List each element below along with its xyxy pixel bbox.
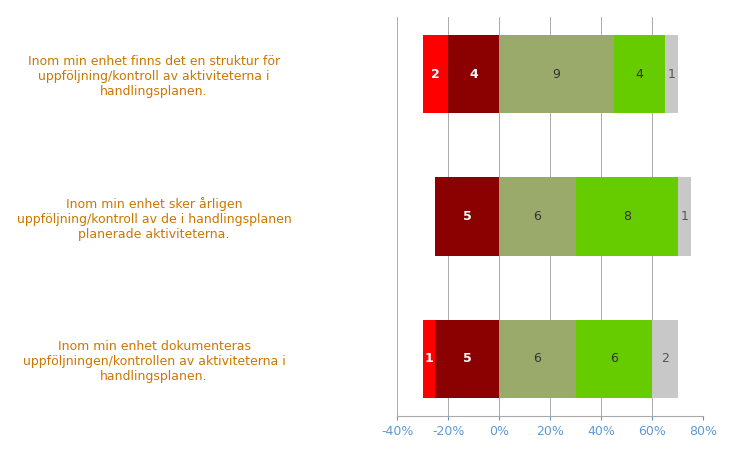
Bar bbox=[423, 35, 448, 113]
Text: 5: 5 bbox=[463, 210, 472, 223]
Bar bbox=[614, 35, 665, 113]
Bar bbox=[448, 35, 499, 113]
Text: 1: 1 bbox=[680, 210, 688, 223]
Text: 2: 2 bbox=[661, 353, 669, 365]
Bar bbox=[677, 177, 691, 256]
Text: 6: 6 bbox=[534, 210, 542, 223]
Bar bbox=[435, 177, 499, 256]
Text: 2: 2 bbox=[431, 67, 440, 81]
Text: 4: 4 bbox=[636, 67, 644, 81]
Text: 6: 6 bbox=[534, 353, 542, 365]
Bar bbox=[499, 320, 575, 398]
Text: 1: 1 bbox=[425, 353, 433, 365]
Bar bbox=[499, 177, 575, 256]
Bar bbox=[499, 35, 614, 113]
Text: 1: 1 bbox=[667, 67, 675, 81]
Bar bbox=[665, 35, 677, 113]
Text: 9: 9 bbox=[553, 67, 561, 81]
Bar bbox=[435, 320, 499, 398]
Text: 5: 5 bbox=[463, 353, 472, 365]
Bar bbox=[653, 320, 677, 398]
Bar bbox=[423, 320, 435, 398]
Text: 8: 8 bbox=[622, 210, 631, 223]
Text: 6: 6 bbox=[610, 353, 618, 365]
Bar bbox=[575, 320, 653, 398]
Text: 4: 4 bbox=[469, 67, 478, 81]
Bar bbox=[575, 177, 677, 256]
